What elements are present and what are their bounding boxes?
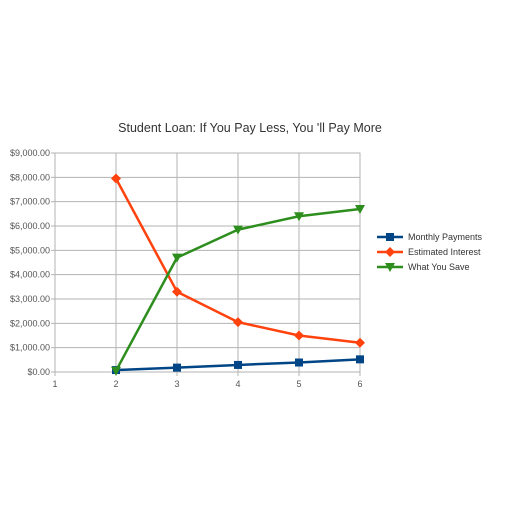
y-tick-label: $6,000.00	[10, 221, 50, 231]
data-point	[172, 286, 182, 297]
x-tick-label: 4	[235, 379, 240, 389]
legend-label: Monthly Payments	[408, 232, 483, 242]
data-point	[173, 363, 181, 372]
data-point	[111, 366, 121, 376]
y-tick-label: $1,000.00	[10, 343, 50, 353]
legend: Monthly Payments Estimated Interest What Y…	[377, 232, 483, 272]
y-tick-label: $4,000.00	[10, 270, 50, 280]
y-tick-label: $7,000.00	[10, 197, 50, 207]
y-tick-label: $0.00	[27, 367, 50, 377]
y-tick-label: $2,000.00	[10, 318, 50, 328]
legend-item: Estimated Interest	[377, 247, 481, 257]
plot-area-border	[54, 152, 361, 373]
series-what-you-save	[111, 204, 365, 376]
series-estimated-interest	[111, 173, 365, 348]
axes: $0.00 $1,000.00 $2,000.00 $3,000.00 $4,000.0…	[10, 148, 363, 389]
y-tick-label: $8,000.00	[10, 172, 50, 182]
legend-swatch-marker	[385, 263, 395, 272]
y-tick-label: $3,000.00	[10, 294, 50, 304]
grid	[54, 152, 361, 373]
x-tick-label: 1	[52, 379, 57, 389]
x-tick-label: 3	[174, 379, 179, 389]
series-lines	[111, 173, 365, 376]
legend-swatch-marker	[385, 247, 395, 257]
data-point	[234, 360, 242, 369]
y-tick-label: $9,000.00	[10, 148, 50, 158]
x-tick-label: 6	[357, 379, 362, 389]
chart-title: Student Loan: If You Pay Less, You 'll P…	[118, 121, 382, 135]
data-point	[295, 358, 303, 367]
data-point	[355, 204, 365, 214]
legend-item: What You Save	[377, 262, 470, 272]
legend-label: Estimated Interest	[408, 247, 481, 257]
data-point	[172, 253, 182, 263]
legend-swatch-marker	[386, 233, 394, 241]
x-tick-label: 2	[113, 379, 118, 389]
legend-item: Monthly Payments	[377, 232, 483, 242]
data-point	[294, 330, 304, 341]
data-point	[233, 317, 243, 328]
data-point	[294, 212, 304, 222]
data-point	[111, 173, 121, 184]
y-tick-label: $5,000.00	[10, 245, 50, 255]
x-tick-label: 5	[296, 379, 301, 389]
data-point	[356, 355, 364, 364]
data-point	[355, 337, 365, 348]
data-point	[233, 225, 243, 235]
legend-label: What You Save	[408, 262, 470, 272]
